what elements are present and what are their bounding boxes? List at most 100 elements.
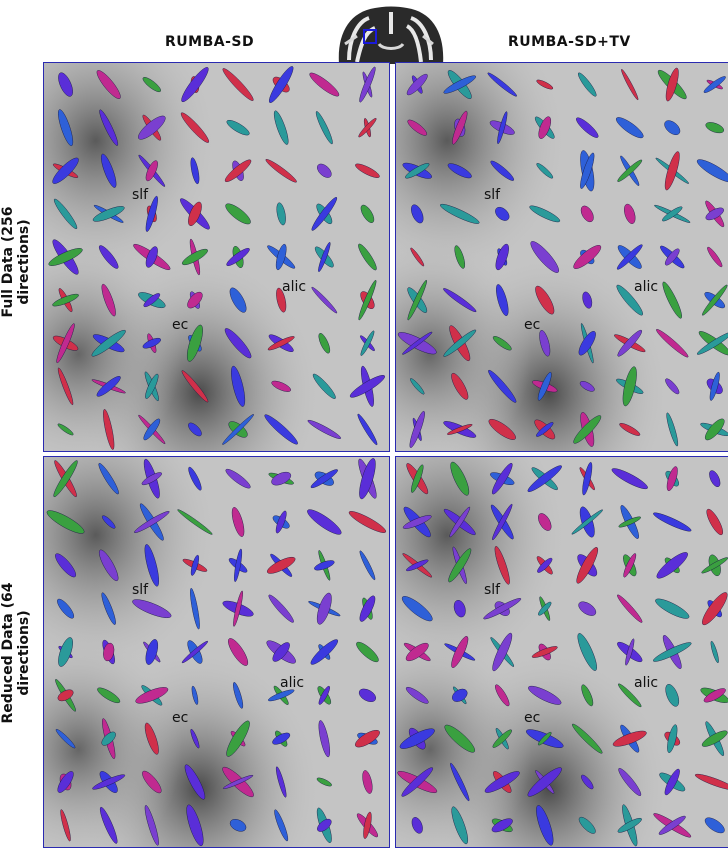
fiber-glyph xyxy=(659,768,686,796)
fiber-glyph xyxy=(226,246,250,268)
fiber-glyph xyxy=(616,366,644,407)
fiber-glyph xyxy=(578,323,596,364)
fiber-glyph xyxy=(186,324,203,362)
region-label-alic: alic xyxy=(280,675,304,691)
fiber-glyph xyxy=(349,365,385,407)
fiber-glyph xyxy=(401,596,433,622)
fiber-glyph xyxy=(145,195,158,232)
fiber-glyph xyxy=(358,279,377,321)
fiber-glyph xyxy=(654,204,691,223)
fiber-glyph xyxy=(310,639,339,665)
fiber-glyph xyxy=(57,367,74,406)
fiber-glyph xyxy=(273,110,289,145)
fiber-glyph xyxy=(495,243,509,271)
fiber-glyph xyxy=(138,154,166,187)
fiber-glyph xyxy=(535,285,555,315)
fiber-glyph xyxy=(494,546,510,585)
fiber-glyph xyxy=(410,378,425,395)
fiber-glyph xyxy=(579,462,595,496)
fiber-glyph xyxy=(316,777,332,787)
fiber-glyph xyxy=(267,685,295,705)
fiber-glyph xyxy=(224,328,252,359)
fiber-glyph xyxy=(359,550,376,581)
fiber-glyph xyxy=(707,246,723,268)
region-label-ec: ec xyxy=(524,317,540,333)
fiber-glyph xyxy=(177,509,213,535)
fiber-glyph xyxy=(52,288,79,313)
fiber-glyph xyxy=(266,640,296,664)
fiber-glyph xyxy=(225,203,251,225)
fiber-glyph xyxy=(577,633,597,671)
fiber-glyph xyxy=(315,111,333,145)
fiber-glyph xyxy=(180,112,210,143)
fiber-glyph xyxy=(267,243,296,271)
fiber-glyph xyxy=(539,330,551,357)
fiber-glyph xyxy=(356,641,379,663)
column-title-rumba-sd-tv: RUMBA-SD+TV xyxy=(508,34,631,50)
fiber-glyph xyxy=(231,365,246,407)
fiber-glyph xyxy=(98,549,119,582)
fiber-glyph xyxy=(611,468,648,490)
fiber-glyph xyxy=(487,72,517,97)
fiber-glyph xyxy=(138,292,166,309)
fiber-glyph xyxy=(624,203,636,224)
fiber-glyph xyxy=(103,409,115,450)
fiber-glyph xyxy=(618,505,641,539)
fiber-glyph xyxy=(710,640,719,664)
brain-slice-thumbnail xyxy=(335,4,447,64)
fiber-glyph xyxy=(229,287,247,313)
fiber-glyph xyxy=(617,804,642,847)
fiber-glyph xyxy=(578,816,596,834)
fiber-glyph xyxy=(98,245,119,269)
fiber-glyph xyxy=(617,594,643,623)
fiber-glyph xyxy=(617,638,643,666)
region-label-alic: alic xyxy=(634,675,658,691)
fiber-glyph xyxy=(187,291,203,309)
fiber-glyph xyxy=(144,722,159,755)
fiber-glyph xyxy=(268,471,294,486)
region-label-alic: alic xyxy=(282,279,306,295)
fiber-glyph xyxy=(495,207,510,221)
region-label-slf: slf xyxy=(484,582,501,598)
region-label-ec: ec xyxy=(172,710,188,726)
fiber-glyph xyxy=(665,466,679,492)
fiber-glyph xyxy=(492,336,512,351)
fiber-glyph xyxy=(402,506,432,538)
fiber-glyph xyxy=(580,205,594,223)
fiber-glyph xyxy=(488,418,516,440)
fiber-glyph xyxy=(190,728,200,749)
fiber-glyph xyxy=(452,110,468,145)
fiber-glyph xyxy=(138,414,166,445)
fiber-glyph xyxy=(402,553,433,578)
fiber-glyph xyxy=(314,242,334,272)
fiber-glyph xyxy=(618,683,642,708)
fiber-glyph xyxy=(407,279,428,321)
fiber-glyph xyxy=(406,463,429,495)
fiber-glyph xyxy=(358,458,377,500)
fiber-glyph xyxy=(96,70,121,99)
fiber-glyph xyxy=(696,331,728,356)
fiber-glyph xyxy=(52,323,79,364)
fiber-glyph xyxy=(46,510,85,534)
fiber-glyph xyxy=(612,724,647,753)
fiber-glyph xyxy=(397,331,437,355)
fiber-glyph xyxy=(488,369,517,403)
fiber-glyph xyxy=(181,67,209,103)
fiber-glyph xyxy=(700,687,728,703)
fiber-glyph xyxy=(224,159,252,183)
fiber-glyph xyxy=(490,160,515,181)
fiber-glyph xyxy=(91,376,126,397)
fiber-glyph xyxy=(362,770,373,794)
row-title-full-data: Full Data (256 directions) xyxy=(0,206,32,318)
fiber-glyph xyxy=(267,334,295,352)
fiber-glyph xyxy=(276,202,286,226)
fiber-glyph xyxy=(55,553,77,578)
fiber-glyph xyxy=(318,333,331,354)
fiber-glyph xyxy=(190,587,200,630)
fiber-glyph xyxy=(443,325,477,362)
fiber-glyph xyxy=(355,163,380,178)
fiber-glyph xyxy=(702,592,728,626)
fiber-glyph xyxy=(536,163,554,179)
fiber-glyph xyxy=(666,412,679,447)
fiber-glyph xyxy=(99,109,119,146)
